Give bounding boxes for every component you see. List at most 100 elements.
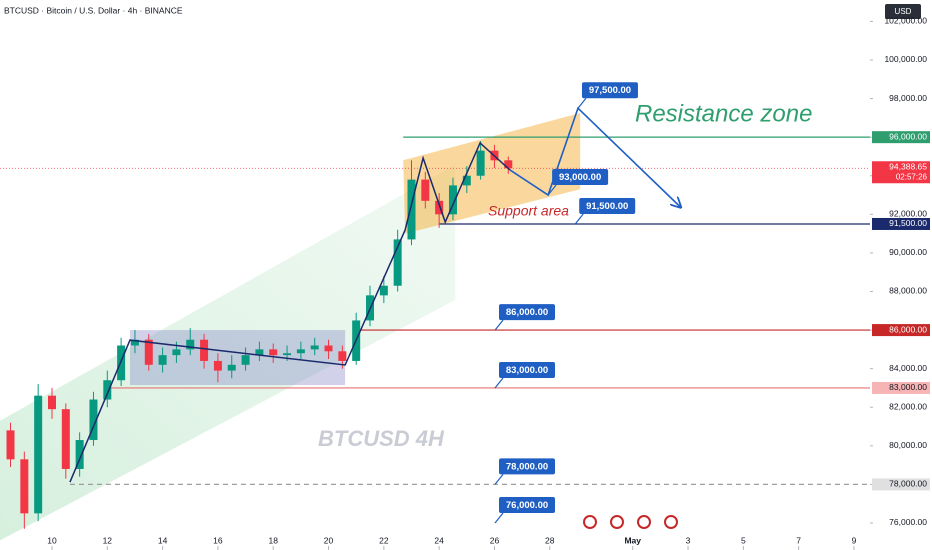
level-axis-label: 83,000.00 [889, 382, 927, 392]
callout-box [579, 197, 636, 214]
callout-box [581, 82, 638, 99]
callout-pointer [494, 512, 504, 524]
trend-channel [0, 164, 456, 541]
candle-body [296, 349, 305, 354]
level-axis-box [872, 131, 930, 144]
candle-body [283, 353, 292, 356]
pattern-line [69, 141, 511, 483]
background-layer [0, 113, 870, 541]
callout-pointer [494, 377, 504, 389]
y-tick-label: 80,000.00 [889, 440, 927, 450]
level-axis-box [872, 478, 930, 491]
candle-body [504, 160, 513, 169]
x-tick-label: 18 [268, 535, 278, 545]
callout-label: 76,000.00 [506, 500, 548, 511]
event-icons [583, 515, 678, 529]
candle-body [269, 349, 278, 356]
x-tick-label: 24 [434, 535, 444, 545]
x-tick-label: 12 [103, 535, 113, 545]
candle-body [213, 360, 222, 371]
x-tick-label: 16 [213, 535, 223, 545]
annotation-layer: BTCUSD 4H Resistance zone Support area B… [4, 5, 812, 529]
last-price-label: 94,388.65 [889, 161, 927, 171]
event-icon[interactable] [664, 515, 678, 529]
candle-body [158, 355, 167, 365]
candle-body [130, 339, 139, 346]
chart-title: BTCUSD · Bitcoin / U.S. Dollar · 4h · BI… [4, 5, 183, 15]
axis-layer: USD 76,000.00 78,000.00 80,000.00 82,000.00… [47, 0, 932, 550]
last-price-box [872, 161, 930, 184]
x-tick-label: 26 [490, 535, 500, 545]
candle-body [435, 200, 444, 215]
candle-body [407, 179, 416, 240]
candle-body [379, 285, 388, 296]
candle-body [310, 345, 319, 350]
level-axis-label: 86,000.00 [889, 324, 927, 334]
candle-body [103, 380, 112, 400]
callout-pointer [494, 319, 504, 331]
callout-box [499, 458, 556, 475]
x-tick-label: 9 [852, 535, 857, 545]
price-axis-bg [870, 0, 932, 550]
callout-box [499, 496, 556, 513]
level-axis-box [872, 381, 930, 394]
candle-body [144, 339, 153, 365]
candle-body [338, 351, 347, 361]
candle-body [227, 364, 236, 371]
y-tick-label: 76,000.00 [889, 517, 927, 527]
candle-body [421, 179, 430, 201]
y-tick-label: 88,000.00 [889, 286, 927, 296]
candle-body [393, 239, 402, 286]
currency-button[interactable] [885, 4, 921, 19]
x-tick-label: 20 [324, 535, 334, 545]
candle-body [448, 185, 457, 215]
event-icon[interactable] [583, 515, 597, 529]
callout-pointer [577, 97, 587, 109]
callout-label: 86,000.00 [506, 307, 548, 318]
watermark: BTCUSD 4H [318, 426, 445, 451]
y-tick-label: 100,000.00 [884, 54, 927, 64]
candle-body [186, 339, 195, 350]
callout-label: 93,000.00 [559, 172, 601, 183]
level-axis-label: 91,500.00 [889, 218, 927, 228]
callout-pointer [547, 184, 557, 196]
x-tick-label: 22 [379, 535, 389, 545]
callout-pointer [494, 474, 504, 485]
callout-label: 83,000.00 [506, 365, 548, 376]
x-tick-label: 10 [47, 535, 57, 545]
candle-body [476, 150, 485, 176]
callout-pointer [574, 213, 584, 225]
y-tick-label: 92,000.00 [889, 209, 927, 219]
candle-body [6, 430, 15, 460]
currency-label: USD [895, 7, 912, 16]
callout-label: 91,500.00 [586, 201, 628, 212]
x-tick-label: May [624, 535, 641, 545]
candle-body [34, 395, 43, 514]
event-icon[interactable] [610, 515, 624, 529]
candle-body [255, 349, 264, 356]
candle-body [241, 355, 250, 365]
callout-box [552, 169, 609, 186]
y-tick-label: 102,000.00 [884, 16, 927, 26]
callout-box [499, 304, 556, 321]
resistance-text: Resistance zone [635, 100, 812, 127]
candle-body [89, 399, 98, 441]
candle-body [462, 175, 471, 186]
x-tick-label: 7 [796, 535, 801, 545]
candle-body [172, 349, 181, 356]
event-icon[interactable] [637, 515, 651, 529]
x-tick-label: 14 [158, 535, 168, 545]
candle-body [324, 345, 333, 352]
candle-body [75, 440, 84, 469]
y-tick-label: 82,000.00 [889, 401, 927, 411]
level-axis-box [872, 324, 930, 337]
callout-label: 78,000.00 [506, 461, 548, 472]
level-axis-label: 96,000.00 [889, 131, 927, 141]
countdown: 02:57:26 [896, 172, 928, 181]
candle-body [200, 339, 209, 361]
candle-body [47, 395, 56, 410]
support-text: Support area [488, 203, 569, 219]
y-tick-label: 98,000.00 [889, 93, 927, 103]
